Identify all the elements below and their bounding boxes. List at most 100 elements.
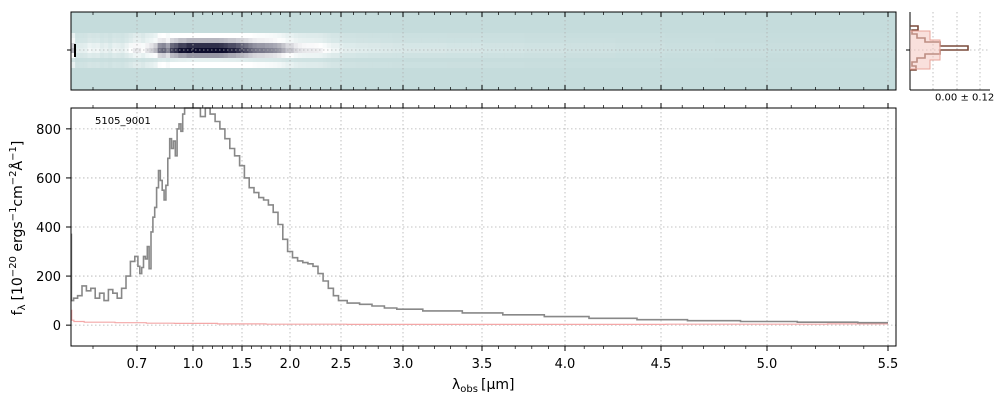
spectrum-2d-pixel bbox=[310, 48, 315, 53]
spectrum-2d-pixel bbox=[714, 38, 720, 43]
spectrum-2d-pixel bbox=[458, 62, 464, 68]
spectrum-2d-pixel bbox=[731, 48, 736, 53]
spectrum-2d-pixel bbox=[244, 33, 249, 38]
spectrum-2d-pixel bbox=[619, 48, 625, 53]
spectrum-2d-pixel bbox=[698, 48, 703, 53]
spectrum-2d-pixel bbox=[330, 43, 336, 48]
spectrum-2d-pixel bbox=[372, 62, 377, 68]
spectrum-2d-pixel bbox=[285, 58, 291, 62]
spectrum-2d-pixel bbox=[561, 48, 567, 53]
spectrum-2d-pixel bbox=[170, 38, 175, 43]
spectrum-2d-pixel bbox=[409, 38, 414, 43]
spectrum-2d-pixel bbox=[231, 43, 237, 48]
spectrum-2d-pixel bbox=[285, 62, 291, 68]
spectrum-2d-pixel bbox=[813, 62, 819, 68]
spectrum-2d-pixel bbox=[702, 33, 707, 38]
spectrum-2d-pixel bbox=[665, 62, 670, 68]
spectrum-2d-pixel bbox=[417, 53, 423, 58]
spectrum-2d-pixel bbox=[537, 43, 542, 48]
spectrum-2d-pixel bbox=[879, 33, 885, 38]
spectrum-2d-pixel bbox=[314, 33, 320, 38]
spectrum-2d-pixel bbox=[219, 48, 225, 53]
spectrum-2d-pixel bbox=[834, 58, 839, 62]
spectrum-2d-pixel bbox=[731, 33, 736, 38]
spectrum-2d-pixel bbox=[442, 38, 447, 43]
spectrum-2d-pixel bbox=[813, 53, 819, 58]
spectrum-2d-pixel bbox=[405, 33, 410, 38]
spectrum-2d-pixel bbox=[219, 53, 225, 58]
spectrum-2d-pixel bbox=[376, 33, 381, 38]
spectrum-2d-pixel bbox=[731, 62, 736, 68]
spectrum-2d-pixel bbox=[776, 43, 782, 48]
spectrum-2d-pixel bbox=[405, 38, 410, 43]
spectrum-2d-pixel bbox=[615, 58, 621, 62]
spectrum-2d-pixel bbox=[425, 53, 431, 58]
spectrum-2d-pixel bbox=[388, 43, 394, 48]
spectrum-2d-pixel bbox=[788, 48, 794, 53]
spectrum-2d-pixel bbox=[450, 33, 456, 38]
spectrum-2d-pixel bbox=[429, 53, 435, 58]
spectrum-2d-pixel bbox=[141, 58, 146, 62]
spectrum-2d-pixel bbox=[735, 62, 740, 68]
spectrum-2d-pixel bbox=[396, 62, 402, 68]
spectrum-2d-pixel bbox=[574, 62, 579, 68]
spectrum-2d-pixel bbox=[326, 62, 332, 68]
spectrum-2d-pixel bbox=[797, 53, 802, 58]
spectrum-2d-pixel bbox=[805, 58, 810, 62]
spectrum-2d-pixel bbox=[788, 62, 794, 68]
spectrum-2d-pixel bbox=[471, 53, 476, 58]
spectrum-2d-pixel bbox=[644, 38, 650, 43]
spectrum-2d-pixel bbox=[79, 33, 84, 38]
spectrum-2d-pixel bbox=[83, 43, 89, 48]
spectrum-2d-pixel bbox=[87, 43, 93, 48]
spectrum-2d-pixel bbox=[830, 38, 835, 43]
spectrum-2d-pixel bbox=[203, 48, 208, 53]
spectrum-2d-pixel bbox=[182, 38, 188, 43]
spectrum-2d-pixel bbox=[326, 58, 332, 62]
spectrum-2d-pixel bbox=[611, 43, 617, 48]
profile-panel: 0.00 ± 0.12 bbox=[906, 12, 994, 103]
spectrum-2d-pixel bbox=[850, 62, 856, 68]
spectrum-2d-pixel bbox=[207, 33, 212, 38]
spectrum-2d-pixel bbox=[289, 62, 295, 68]
spectrum-2d-pixel bbox=[306, 38, 311, 43]
spectrum-2d-pixel bbox=[351, 62, 357, 68]
spectrum-2d-pixel bbox=[260, 43, 266, 48]
spectrum-2d-pixel bbox=[825, 58, 831, 62]
spectrum-2d-pixel bbox=[528, 48, 534, 53]
spectrum-2d-pixel bbox=[512, 53, 518, 58]
spectrum-2d-pixel bbox=[231, 58, 237, 62]
spectrum-2d-pixel bbox=[726, 33, 732, 38]
spectrum-2d-pixel bbox=[71, 62, 76, 68]
spectrum-2d-pixel bbox=[648, 33, 654, 38]
spectrum-2d-pixel bbox=[83, 38, 89, 43]
spectrum-2d-pixel bbox=[137, 38, 142, 43]
spectrum-2d-pixel bbox=[116, 53, 122, 58]
spectrum-2d-pixel bbox=[178, 58, 183, 62]
spectrum-2d-pixel bbox=[260, 38, 266, 43]
spectrum-2d-pixel bbox=[454, 38, 460, 43]
spectrum-2d-pixel bbox=[867, 38, 872, 43]
spectrum-2d-pixel bbox=[182, 53, 188, 58]
spectrum-2d-pixel bbox=[413, 53, 419, 58]
spectrum-2d-pixel bbox=[174, 43, 179, 48]
spectrum-2d-pixel bbox=[450, 53, 456, 58]
spectrum-2d-pixel bbox=[421, 43, 427, 48]
spectrum-2d-pixel bbox=[780, 58, 786, 62]
spectrum-2d-pixel bbox=[79, 58, 84, 62]
spectrum-2d-pixel bbox=[392, 58, 398, 62]
spectrum-2d-pixel bbox=[330, 48, 336, 53]
spectrum-2d-pixel bbox=[772, 43, 777, 48]
spectrum-2d-pixel bbox=[681, 38, 687, 43]
spectrum-2d-pixel bbox=[879, 53, 885, 58]
spectrum-2d-pixel bbox=[582, 53, 588, 58]
spectrum-2d-pixel bbox=[677, 53, 683, 58]
spectrum-2d-pixel bbox=[681, 53, 687, 58]
spectrum-2d-pixel bbox=[99, 58, 105, 62]
spectrum-2d-pixel bbox=[244, 62, 249, 68]
spectrum-2d-pixel bbox=[520, 33, 526, 38]
spectrum-2d-pixel bbox=[248, 43, 254, 48]
spectrum-2d-pixel bbox=[223, 53, 229, 58]
x-tick-label: 4.0 bbox=[555, 357, 576, 372]
spectrum-2d-pixel bbox=[863, 38, 868, 43]
